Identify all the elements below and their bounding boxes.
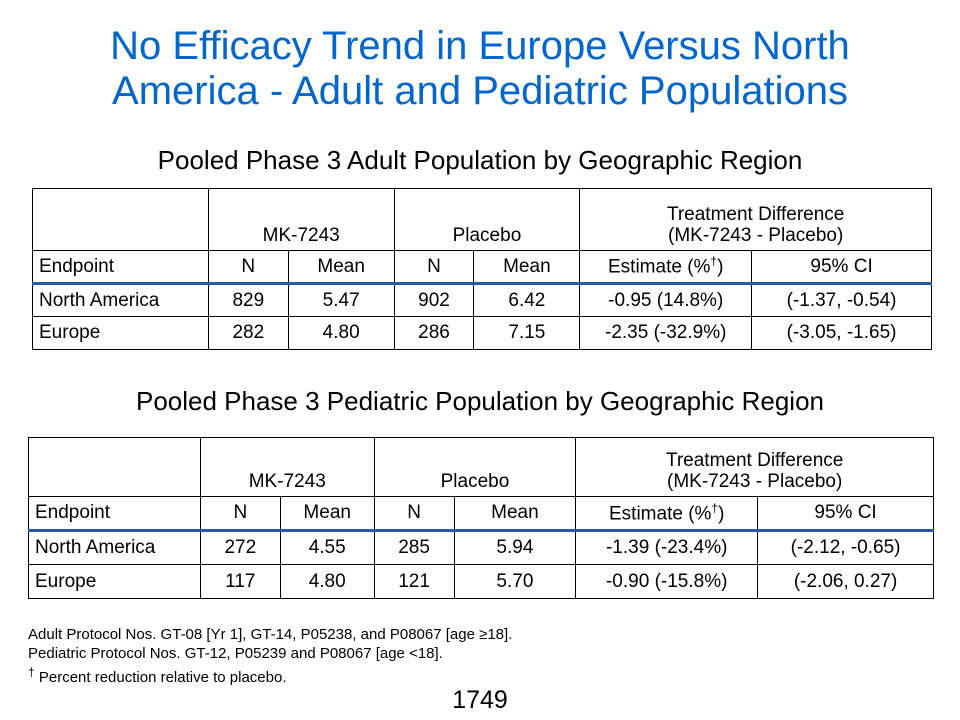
cell-mean-drug: 4.80 <box>279 564 375 599</box>
footnote-dagger: † Percent reduction relative to placebo. <box>28 663 512 687</box>
adult-group-header-row: MK-7243 Placebo Treatment Difference (MK… <box>32 188 932 251</box>
adult-group-difference-line-1: Treatment Difference <box>666 204 845 225</box>
cell-endpoint: North America <box>32 283 209 317</box>
adult-table-heading: Pooled Phase 3 Adult Population by Geogr… <box>157 145 803 175</box>
adult-group-difference: Treatment Difference (MK-7243 - Placebo) <box>579 188 932 251</box>
adult-col-n-drug: N <box>207 250 289 285</box>
pediatric-group-placebo: Placebo <box>373 437 577 497</box>
adult-col-endpoint: Endpoint <box>32 250 209 285</box>
cell-n-placebo: 286 <box>393 316 475 350</box>
cell-ci: (-1.37, -0.54) <box>751 283 932 317</box>
cell-estimate: -0.90 (-15.8%) <box>575 564 759 599</box>
page-number: 1749 <box>452 686 508 714</box>
cell-n-drug: 282 <box>207 316 289 350</box>
adult-column-header-row: Endpoint N Mean N Mean Estimate (%†) 95%… <box>32 250 932 285</box>
pediatric-col-mean-placebo: Mean <box>453 496 577 532</box>
dagger-mark: † <box>711 500 719 515</box>
cell-n-drug: 117 <box>199 564 281 599</box>
table-row: Europe 282 4.80 286 7.15 -2.35 (-32.9%) … <box>32 316 932 350</box>
cell-estimate: -1.39 (-23.4%) <box>575 530 759 565</box>
pediatric-col-n-drug: N <box>199 496 281 532</box>
cell-n-drug: 272 <box>199 530 281 565</box>
cell-endpoint: Europe <box>32 316 209 350</box>
adult-col-n-placebo: N <box>393 250 475 285</box>
adult-col-estimate-close: ) <box>717 256 724 278</box>
footnote-adult: Adult Protocol Nos. GT-08 [Yr 1], GT-14,… <box>28 626 513 643</box>
cell-estimate: -0.95 (14.8%) <box>579 283 753 317</box>
cell-n-placebo: 902 <box>393 283 475 317</box>
footnote-pediatric: Pediatric Protocol Nos. GT-12, P05239 an… <box>28 645 443 662</box>
adult-corner-cell <box>32 188 209 251</box>
cell-ci: (-2.06, 0.27) <box>757 564 934 599</box>
table-row: Europe 117 4.80 121 5.70 -0.90 (-15.8%) … <box>28 564 934 599</box>
dagger-mark: † <box>28 665 35 679</box>
cell-n-placebo: 285 <box>373 530 455 565</box>
pediatric-col-estimate: Estimate (%†) <box>575 496 759 532</box>
cell-mean-placebo: 5.94 <box>453 530 577 565</box>
cell-mean-placebo: 6.42 <box>473 283 581 317</box>
adult-group-placebo: Placebo <box>393 188 581 251</box>
pediatric-col-estimate-close: ) <box>718 503 725 525</box>
pediatric-group-difference-line-1: Treatment Difference <box>665 450 844 471</box>
adult-col-mean-placebo: Mean <box>473 250 581 285</box>
pediatric-col-estimate-label: Estimate (% <box>609 503 712 525</box>
pediatric-column-header-row: Endpoint N Mean N Mean Estimate (%†) 95%… <box>28 496 934 532</box>
cell-n-placebo: 121 <box>373 564 455 599</box>
pediatric-group-header-row: MK-7243 Placebo Treatment Difference (MK… <box>28 437 934 497</box>
pediatric-corner-cell <box>28 437 201 497</box>
table-row: North America 829 5.47 902 6.42 -0.95 (1… <box>32 283 932 317</box>
pediatric-col-ci: 95% CI <box>757 496 934 532</box>
adult-col-estimate: Estimate (%†) <box>579 250 753 285</box>
pediatric-col-mean-drug: Mean <box>279 496 375 532</box>
pediatric-table-heading: Pooled Phase 3 Pediatric Population by G… <box>135 386 824 416</box>
cell-mean-drug: 4.80 <box>287 316 395 350</box>
cell-mean-placebo: 5.70 <box>453 564 577 599</box>
table-row: North America 272 4.55 285 5.94 -1.39 (-… <box>28 530 934 565</box>
slide-title: No Efficacy Trend in Europe Versus North… <box>0 24 960 114</box>
adult-col-estimate-label: Estimate (% <box>608 256 711 278</box>
adult-group-drug: MK-7243 <box>207 188 395 251</box>
slide-title-line-1: No Efficacy Trend in Europe Versus North <box>110 24 850 68</box>
pediatric-col-n-placebo: N <box>373 496 455 532</box>
footnotes: Adult Protocol Nos. GT-08 [Yr 1], GT-14,… <box>28 625 512 687</box>
adult-col-ci: 95% CI <box>751 250 932 285</box>
dagger-mark: † <box>710 254 718 269</box>
adult-table: MK-7243 Placebo Treatment Difference (MK… <box>32 188 932 350</box>
adult-group-difference-line-2: (MK-7243 - Placebo) <box>668 225 844 246</box>
pediatric-col-endpoint: Endpoint <box>28 496 201 532</box>
cell-mean-drug: 5.47 <box>287 283 395 317</box>
cell-mean-placebo: 7.15 <box>473 316 581 350</box>
cell-ci: (-2.12, -0.65) <box>757 530 934 565</box>
footnote-dagger-text: Percent reduction relative to placebo. <box>34 669 287 686</box>
cell-endpoint: Europe <box>28 564 201 599</box>
cell-endpoint: North America <box>28 530 201 565</box>
pediatric-table: MK-7243 Placebo Treatment Difference (MK… <box>28 437 934 599</box>
pediatric-group-difference-line-2: (MK-7243 - Placebo) <box>667 471 843 492</box>
cell-mean-drug: 4.55 <box>279 530 375 565</box>
cell-n-drug: 829 <box>207 283 289 317</box>
cell-ci: (-3.05, -1.65) <box>751 316 932 350</box>
adult-col-mean-drug: Mean <box>287 250 395 285</box>
pediatric-group-difference: Treatment Difference (MK-7243 - Placebo) <box>575 437 934 497</box>
slide-title-line-2: America - Adult and Pediatric Population… <box>112 69 848 113</box>
pediatric-group-drug: MK-7243 <box>199 437 375 497</box>
cell-estimate: -2.35 (-32.9%) <box>579 316 753 350</box>
